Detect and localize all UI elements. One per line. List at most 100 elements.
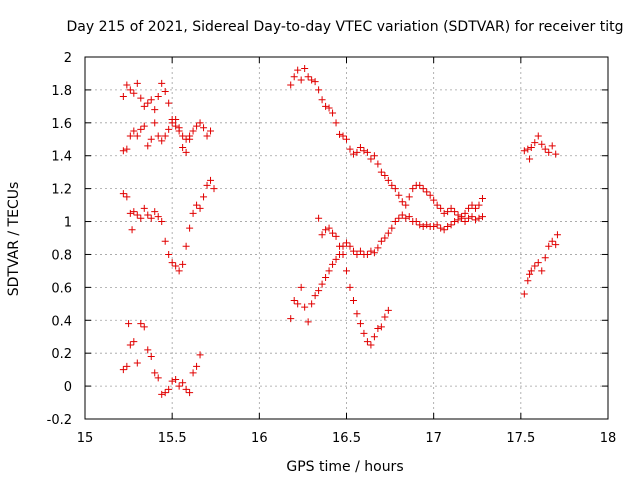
data-point <box>147 214 155 222</box>
data-point <box>182 385 190 393</box>
data-point <box>360 147 368 155</box>
data-point <box>151 106 159 114</box>
data-point <box>356 247 364 255</box>
data-point <box>193 201 201 209</box>
x-tick-label: 17 <box>425 431 442 446</box>
data-point <box>325 224 333 232</box>
data-point <box>193 122 201 130</box>
data-point <box>465 204 473 212</box>
data-point <box>538 140 546 148</box>
y-tick-label: 0.2 <box>51 347 72 362</box>
data-point <box>144 99 152 107</box>
data-point <box>541 254 549 262</box>
series-track-i <box>520 231 561 298</box>
data-point <box>419 222 427 230</box>
data-point <box>377 168 385 176</box>
data-point <box>186 389 194 397</box>
data-point <box>318 231 326 239</box>
data-point <box>339 250 347 258</box>
data-point <box>189 369 197 377</box>
x-tick-label: 16 <box>251 431 268 446</box>
data-point <box>172 262 180 270</box>
data-point <box>534 259 542 267</box>
data-point <box>332 255 340 263</box>
x-tick-label: 15 <box>77 431 94 446</box>
data-point <box>526 155 534 163</box>
data-point <box>297 76 305 84</box>
data-point <box>423 188 431 196</box>
data-point <box>370 249 378 257</box>
data-point <box>133 132 141 140</box>
data-point <box>384 176 392 184</box>
data-point <box>360 329 368 337</box>
data-point <box>168 259 176 267</box>
data-point <box>367 155 375 163</box>
data-point <box>336 130 344 138</box>
data-point <box>144 346 152 354</box>
data-point <box>315 287 323 295</box>
data-point <box>200 124 208 132</box>
series-track-c <box>119 176 218 275</box>
data-point <box>461 209 469 217</box>
data-point <box>353 310 361 318</box>
data-point <box>437 224 445 232</box>
y-tick-label: 0.4 <box>51 314 72 329</box>
y-tick-label: 1.6 <box>51 117 72 132</box>
data-point <box>154 132 162 140</box>
data-point <box>343 267 350 275</box>
data-point <box>140 122 148 130</box>
data-point <box>468 213 476 221</box>
data-point <box>356 320 364 328</box>
series-track-f <box>287 211 486 326</box>
data-point <box>475 201 483 209</box>
series-track-e <box>287 65 486 221</box>
data-point <box>363 148 371 156</box>
data-point <box>395 214 403 222</box>
data-point <box>196 351 204 359</box>
data-point <box>416 221 424 229</box>
data-point <box>158 390 166 398</box>
data-point <box>133 359 141 367</box>
data-point <box>165 385 173 393</box>
data-point <box>210 185 218 193</box>
data-point <box>318 96 326 104</box>
data-point <box>381 171 389 179</box>
data-point <box>301 65 309 73</box>
data-point <box>451 218 459 226</box>
data-point <box>196 119 204 127</box>
data-point <box>147 352 155 360</box>
data-point <box>158 218 166 226</box>
data-point <box>158 79 166 87</box>
data-point <box>381 234 389 242</box>
data-point <box>444 222 452 230</box>
data-point <box>384 229 392 237</box>
data-point <box>126 86 134 94</box>
data-point <box>140 204 148 212</box>
axis-ticks: 15 15.5 16 16.5 17 17.5 18 -0.2 0 0.2 0.4 0.6 0.8 1 1.… <box>47 51 617 446</box>
data-point <box>349 297 357 305</box>
data-point <box>367 341 375 349</box>
x-tick-label: 16.5 <box>332 431 361 446</box>
data-point <box>137 125 145 133</box>
data-point <box>294 66 302 74</box>
data-point <box>311 292 319 300</box>
data-point <box>430 196 438 204</box>
y-tick-label: 0.6 <box>51 281 72 296</box>
data-point <box>123 81 131 89</box>
data-point <box>541 145 549 153</box>
data-point <box>370 333 378 341</box>
data-point <box>123 145 131 153</box>
data-point <box>363 338 371 346</box>
data-point <box>128 226 136 234</box>
data-point <box>398 198 406 206</box>
data-point <box>126 132 134 140</box>
data-point <box>349 150 357 158</box>
data-point <box>388 181 396 189</box>
data-point <box>534 132 542 140</box>
y-tick-label: 0.8 <box>51 248 72 263</box>
data-point <box>527 144 535 151</box>
data-point <box>182 148 190 156</box>
x-axis-label: GPS time / hours <box>286 459 403 475</box>
data-point <box>520 147 528 155</box>
